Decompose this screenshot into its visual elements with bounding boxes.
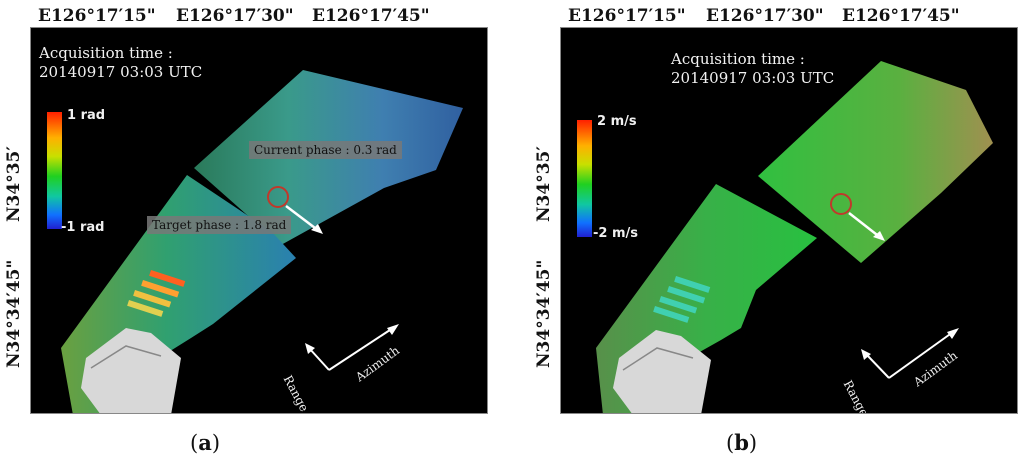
current-phase-marker bbox=[267, 186, 289, 208]
map-frame: Acquisition time : 20140917 03:03 UTC 1 … bbox=[30, 27, 488, 414]
lon-label-3: E126°17′45" bbox=[842, 6, 960, 26]
lat-label-1: N34°35′ bbox=[4, 146, 24, 222]
target-stripes bbox=[653, 276, 711, 323]
acquisition-label: Acquisition time : bbox=[39, 44, 173, 62]
caption-a: (a) bbox=[190, 430, 221, 455]
land-area bbox=[81, 328, 181, 413]
range-azimuth-axes bbox=[305, 324, 399, 371]
colorbar-min: -2 m/s bbox=[593, 226, 638, 241]
colorbar-min: -1 rad bbox=[61, 220, 105, 235]
panel-b: E126°17′15" E126°17′30" E126°17′45" N34°… bbox=[530, 0, 1020, 466]
map-frame: Acquisition time : 20140917 03:03 UTC 2 … bbox=[560, 27, 1018, 414]
acquisition-value: 20140917 03:03 UTC bbox=[671, 69, 835, 87]
lon-label-3: E126°17′45" bbox=[312, 6, 430, 26]
motion-arrow bbox=[848, 212, 882, 239]
acquisition-time: Acquisition time : 20140917 03:03 UTC bbox=[671, 50, 834, 88]
target-stripes bbox=[127, 270, 186, 317]
lon-label-2: E126°17′30" bbox=[176, 6, 294, 26]
acquisition-value: 20140917 03:03 UTC bbox=[39, 63, 203, 81]
lon-label-2: E126°17′30" bbox=[706, 6, 824, 26]
lat-label-2: N34°34′45" bbox=[534, 259, 554, 368]
acquisition-time: Acquisition time : 20140917 03:03 UTC bbox=[39, 44, 202, 82]
lat-label-2: N34°34′45" bbox=[4, 259, 24, 368]
range-azimuth-axes bbox=[861, 328, 959, 379]
velocity-marker bbox=[830, 193, 852, 215]
motion-arrow bbox=[285, 205, 320, 232]
upper-strip bbox=[758, 61, 993, 263]
panel-a: E126°17′15" E126°17′30" E126°17′45" N34°… bbox=[0, 0, 490, 466]
lon-label-1: E126°17′15" bbox=[568, 6, 686, 26]
velocity-image bbox=[596, 61, 993, 413]
lat-label-1: N34°35′ bbox=[534, 146, 554, 222]
target-phase-label: Target phase : 1.8 rad bbox=[147, 216, 292, 234]
colorbar-max: 1 rad bbox=[67, 108, 106, 123]
current-phase-label: Current phase : 0.3 rad bbox=[249, 141, 402, 159]
colorbar bbox=[577, 120, 592, 237]
land-area bbox=[613, 330, 711, 413]
lon-label-1: E126°17′15" bbox=[38, 6, 156, 26]
caption-b: (b) bbox=[726, 430, 758, 455]
colorbar-max: 2 m/s bbox=[597, 114, 637, 129]
colorbar bbox=[47, 112, 62, 229]
acquisition-label: Acquisition time : bbox=[671, 50, 805, 68]
